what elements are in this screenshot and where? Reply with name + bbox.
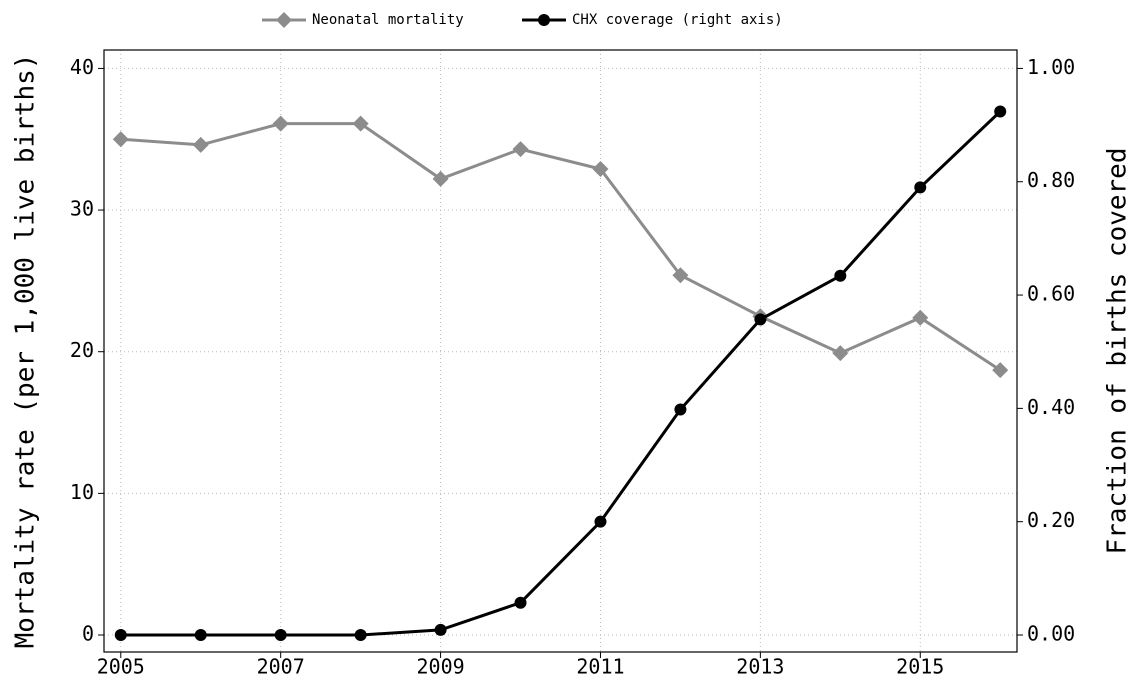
y2-axis-title: Fraction of births covered xyxy=(1103,148,1133,555)
marker xyxy=(994,105,1007,118)
marker xyxy=(834,269,847,282)
series-line xyxy=(120,122,1002,372)
y-axis-title: Mortality rate (per 1,000 live births) xyxy=(11,54,41,649)
marker xyxy=(112,131,129,148)
y-tick-label: 20 xyxy=(70,338,94,362)
marker xyxy=(432,170,449,187)
x-tick-label: 2005 xyxy=(97,655,145,679)
y2-tick-label: 1.00 xyxy=(1027,55,1075,79)
marker xyxy=(512,141,529,158)
legend-marker xyxy=(538,14,550,26)
x-tick-label: 2013 xyxy=(736,655,784,679)
y2-tick-label: 0.00 xyxy=(1027,622,1075,646)
x-tick-label: 2011 xyxy=(576,655,624,679)
y-tick-label: 40 xyxy=(70,55,94,79)
marker xyxy=(594,515,607,528)
marker xyxy=(114,629,127,642)
series-line xyxy=(120,110,1002,637)
marker xyxy=(674,403,687,416)
x-tick-label: 2015 xyxy=(896,655,944,679)
marker xyxy=(272,115,289,132)
x-tick-label: 2009 xyxy=(416,655,464,679)
marker xyxy=(592,160,609,177)
legend-label: Neonatal mortality xyxy=(312,12,464,28)
marker xyxy=(754,313,767,326)
legend-label: CHX coverage (right axis) xyxy=(572,12,783,28)
y2-tick-label: 0.40 xyxy=(1027,395,1075,419)
marker xyxy=(914,181,927,194)
marker xyxy=(194,629,207,642)
y2-tick-label: 0.20 xyxy=(1027,508,1075,532)
y-tick-label: 10 xyxy=(70,480,94,504)
y2-tick-label: 0.60 xyxy=(1027,282,1075,306)
marker xyxy=(274,629,287,642)
marker xyxy=(192,136,209,153)
plot-frame xyxy=(103,49,1018,653)
y2-tick-label: 0.80 xyxy=(1027,168,1075,192)
marker xyxy=(514,596,527,609)
y-tick-label: 30 xyxy=(70,197,94,221)
marker xyxy=(992,362,1009,379)
marker xyxy=(672,267,689,284)
marker xyxy=(832,345,849,362)
marker xyxy=(434,623,447,636)
x-tick-label: 2007 xyxy=(257,655,305,679)
marker xyxy=(912,309,929,326)
marker xyxy=(352,115,369,132)
y-tick-label: 0 xyxy=(82,622,94,646)
legend-marker xyxy=(276,12,292,28)
marker xyxy=(354,629,367,642)
